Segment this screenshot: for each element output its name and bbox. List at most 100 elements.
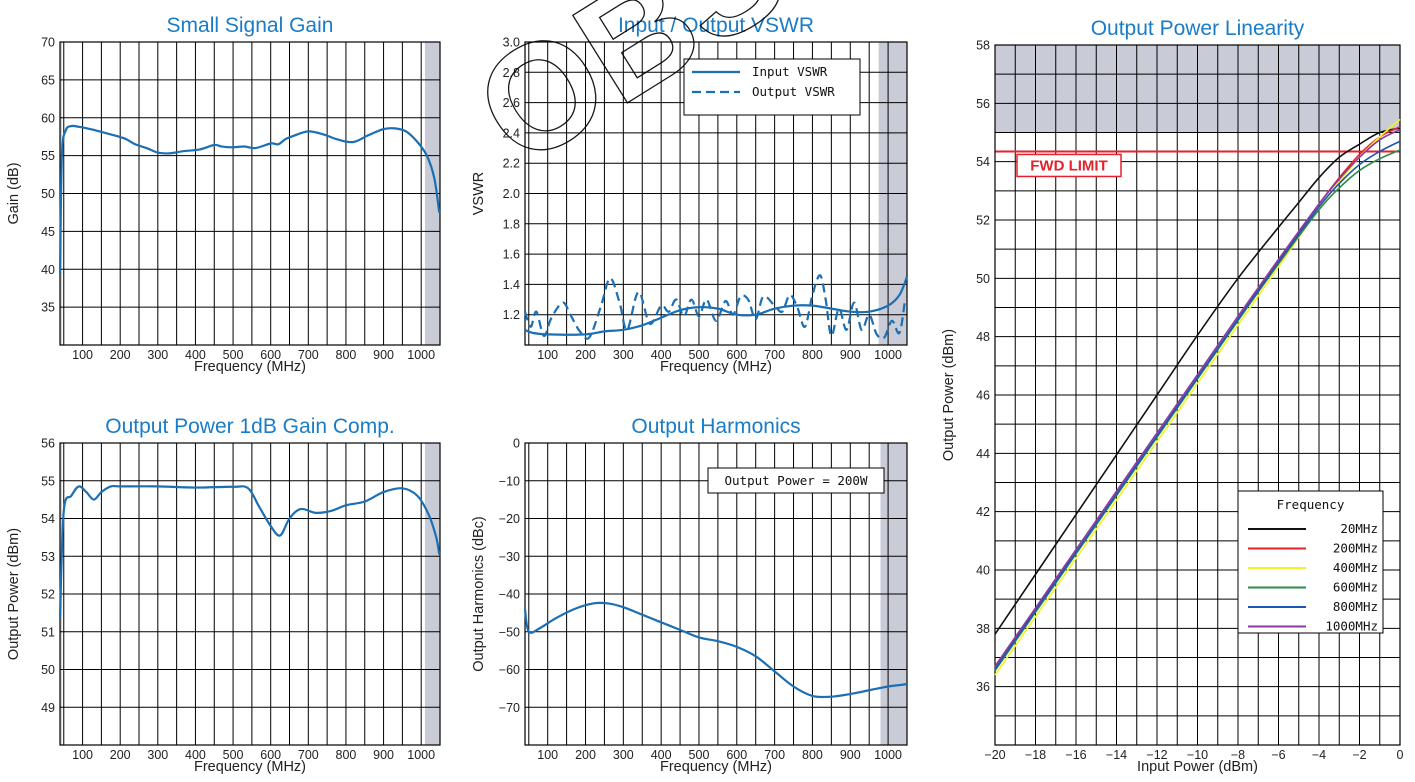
y-tick-label: 52 [976, 214, 990, 228]
x-tick-label: −2 [1352, 748, 1366, 762]
legend-label: 400MHz [1333, 560, 1378, 575]
series-line-input-vswr [524, 276, 909, 336]
grid [995, 45, 1401, 745]
y-tick-label: 58 [976, 39, 990, 53]
x-tick-label: 400 [651, 348, 672, 362]
y-tick-label: 2.4 [503, 126, 520, 140]
y-tick-label: 38 [976, 622, 990, 636]
y-axis-label: Gain (dB) [6, 162, 22, 224]
x-tick-label: 400 [651, 748, 672, 762]
y-tick-label: 54 [41, 512, 55, 526]
x-tick-label: 400 [185, 348, 206, 362]
legend-label: Input VSWR [752, 64, 828, 79]
y-tick-label: 1.4 [503, 278, 520, 292]
chart-vswr: Input / Output VSWR 1.2 1.4 1.6 1.8 2.0 2.2 2.4… [471, 14, 909, 375]
x-tick-label: −6 [1271, 748, 1285, 762]
x-tick-label: 800 [336, 348, 357, 362]
y-tick-label: 36 [976, 680, 990, 694]
grid [60, 42, 441, 345]
y-tick-label: 1.2 [503, 308, 520, 322]
x-tick-label: 500 [689, 348, 710, 362]
legend-label: 1000MHz [1325, 619, 1378, 634]
series-line-gain [58, 124, 441, 274]
x-tick-label: 600 [260, 348, 281, 362]
chart-gain: Small Signal Gain 35 40 45 50 55 60 65 70 100 200 3… [6, 14, 441, 375]
y-axis-label: VSWR [471, 172, 487, 216]
y-tick-label: 1.6 [503, 248, 520, 262]
x-tick-label: 700 [764, 748, 785, 762]
series-line-600mhz [994, 149, 1401, 672]
x-tick-label: 100 [537, 348, 558, 362]
y-tick-label: 65 [41, 73, 55, 87]
legend-label: 200MHz [1333, 541, 1378, 556]
x-tick-label: 700 [298, 748, 319, 762]
y-tick-label: −40 [499, 588, 520, 602]
y-tick-label: 1.8 [503, 217, 520, 231]
y-tick-label: −50 [499, 625, 520, 639]
y-tick-label: 44 [976, 447, 990, 461]
y-tick-label: 56 [41, 437, 55, 451]
y-tick-label: 42 [976, 505, 990, 519]
y-axis-label: Output Power (dBm) [6, 528, 22, 660]
fwd-limit-label: FWD LIMIT [1030, 157, 1107, 174]
x-axis-label: Frequency (MHz) [194, 759, 306, 775]
y-tick-label: 35 [41, 301, 55, 315]
y-tick-label: 2.8 [503, 66, 520, 80]
x-tick-label: −20 [984, 748, 1005, 762]
y-tick-label: 50 [41, 663, 55, 677]
y-tick-label: 45 [41, 225, 55, 239]
x-axis-label: Frequency (MHz) [660, 359, 772, 375]
series-line-output-vswr [523, 274, 907, 340]
y-tick-label: 2.2 [503, 157, 520, 171]
chart-title: Output Power 1dB Gain Comp. [105, 415, 394, 438]
y-tick-label: 55 [41, 474, 55, 488]
y-tick-label: 48 [976, 330, 990, 344]
y-tick-label: 56 [976, 97, 990, 111]
series-line-p1db [58, 484, 441, 617]
x-tick-label: 900 [373, 348, 394, 362]
x-tick-label: 500 [223, 348, 244, 362]
x-tick-label: 0 [1397, 748, 1404, 762]
legend-label: Output VSWR [752, 84, 835, 99]
legend-title: Frequency [1277, 497, 1345, 512]
y-tick-label: 40 [41, 263, 55, 277]
y-tick-label: 50 [976, 272, 990, 286]
chart-title: Output Harmonics [631, 415, 800, 438]
y-tick-label: 40 [976, 564, 990, 578]
x-tick-label: 900 [840, 348, 861, 362]
y-tick-label: 46 [976, 389, 990, 403]
y-tick-label: 70 [41, 36, 55, 50]
x-tick-label: −10 [1187, 748, 1208, 762]
x-tick-label: 300 [613, 348, 634, 362]
legend-box [683, 58, 861, 116]
legend-label: 800MHz [1333, 599, 1378, 614]
x-tick-label: 900 [840, 748, 861, 762]
legend-box [1237, 490, 1384, 634]
plot-frame [994, 44, 1401, 746]
y-tick-label: 60 [41, 111, 55, 125]
plot-frame [524, 442, 908, 746]
y-tick-label: 55 [41, 149, 55, 163]
x-axis-label: Input Power (dBm) [1137, 759, 1258, 775]
x-tick-label: 200 [110, 348, 131, 362]
chart-title: Small Signal Gain [167, 14, 334, 37]
chart-harmonics: Output Harmonics 0 −10 −20 −30 −40 −50 −60 −70 10… [471, 415, 908, 775]
x-tick-label: 900 [373, 748, 394, 762]
y-tick-label: 3.0 [503, 36, 520, 50]
x-tick-label: −14 [1106, 748, 1127, 762]
x-tick-label: −12 [1146, 748, 1167, 762]
series-line-harmonics [523, 601, 908, 699]
x-axis-label: Frequency (MHz) [194, 359, 306, 375]
y-tick-label: −70 [499, 701, 520, 715]
x-axis-label: Frequency (MHz) [660, 759, 772, 775]
x-tick-label: 600 [726, 748, 747, 762]
series-line-1000mhz [994, 128, 1401, 667]
chart-p1db: Output Power 1dB Gain Comp. 49 50 51 52 53 54 5… [6, 415, 441, 775]
x-tick-label: 300 [613, 748, 634, 762]
y-tick-label: 0 [513, 437, 520, 451]
x-tick-label: −18 [1025, 748, 1046, 762]
x-tick-label: 300 [147, 748, 168, 762]
x-tick-label: 600 [726, 348, 747, 362]
x-tick-label: 500 [223, 748, 244, 762]
y-tick-label: 2.6 [503, 96, 520, 110]
